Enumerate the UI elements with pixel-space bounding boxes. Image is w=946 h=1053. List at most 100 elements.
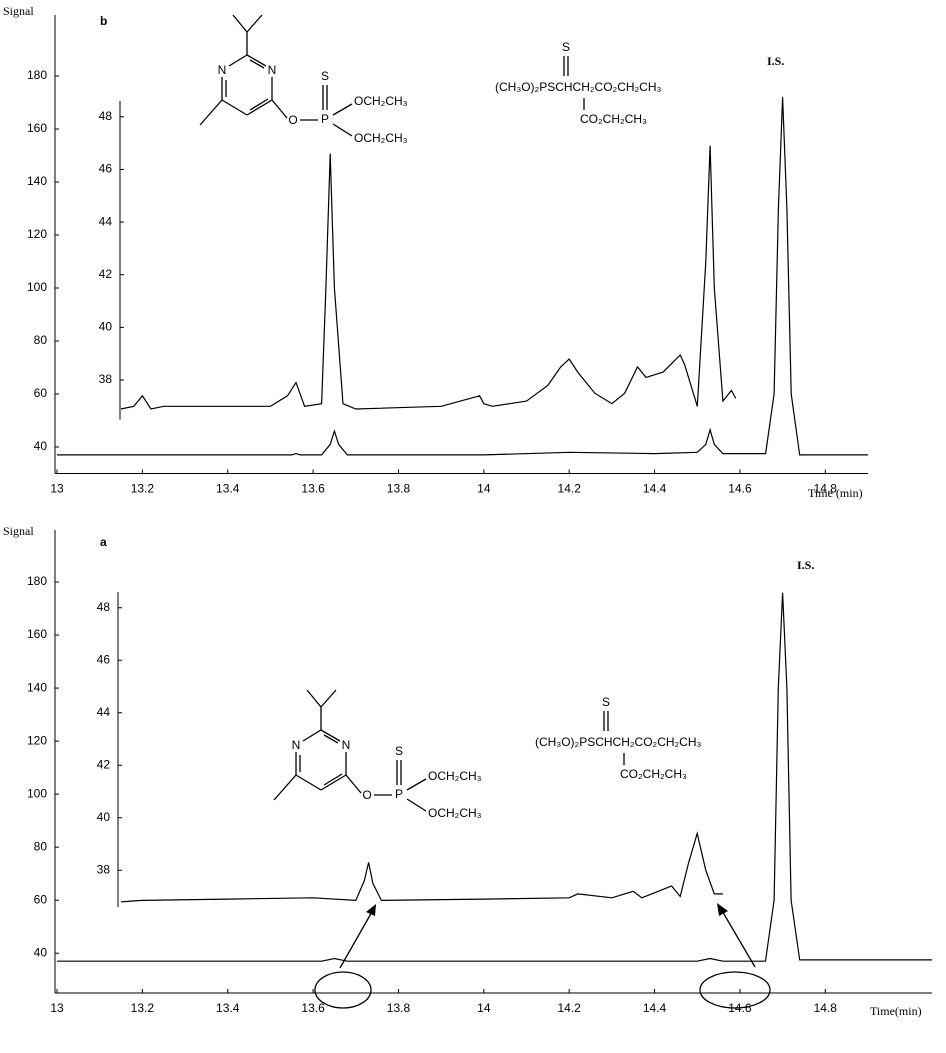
chromatogram-trace — [57, 592, 932, 962]
highlight-circle — [699, 971, 771, 1009]
bond — [249, 59, 265, 69]
bond — [306, 689, 322, 708]
bond — [246, 54, 267, 67]
bond — [246, 99, 273, 116]
highlight-circle — [314, 971, 372, 1009]
inset-y-tick-label: 38 — [99, 372, 113, 386]
malathion-structure: S (CH₃O)₂PSCHCH₂CO₂CH₂CH₃ CO₂CH₂CH₃ — [495, 40, 662, 126]
inset-trace — [120, 831, 723, 903]
x-tick-label: 13.4 — [216, 482, 240, 496]
atom-label: O — [288, 113, 297, 127]
x-tick-label: 13 — [50, 1001, 64, 1015]
bond — [323, 734, 339, 744]
formula: CO₂CH₂CH₃ — [620, 767, 687, 781]
formula: (CH₃O)₂PSCHCH₂CO₂CH₂CH₃ — [495, 80, 662, 94]
bond — [273, 774, 297, 801]
bond — [246, 14, 263, 33]
bond — [320, 729, 341, 742]
bond — [345, 774, 362, 794]
x-axis-title: Time (min) — [808, 486, 863, 500]
diazinon-structure: N N O P S OCH₂CH₃ OCH₂CH₃ — [199, 14, 408, 145]
x-tick-label: 13.2 — [131, 1001, 155, 1015]
x-tick-label: 13.6 — [301, 482, 325, 496]
x-tick-label: 14.8 — [814, 482, 838, 496]
arrow — [720, 908, 756, 968]
y-tick-label: 60 — [34, 892, 48, 906]
y-tick-label: 120 — [27, 733, 47, 747]
chromatogram-trace — [57, 97, 868, 456]
y-axis-title: Signal — [3, 524, 34, 538]
x-tick-label: 13.6 — [301, 1001, 325, 1015]
bond — [249, 98, 269, 111]
x-tick-label: 14.6 — [728, 1001, 752, 1015]
y-tick-label: 100 — [27, 786, 47, 800]
panel-label: a — [100, 535, 107, 549]
inset-y-tick-label: 48 — [99, 109, 113, 123]
inset-y-tick-label: 42 — [99, 267, 113, 281]
x-tick-label: 14.2 — [558, 482, 582, 496]
x-tick-label: 14 — [477, 482, 491, 496]
y-tick-label: 140 — [27, 174, 47, 188]
inset-trace — [120, 145, 737, 410]
y-tick-label: 120 — [27, 227, 47, 241]
inset-y-tick-label: 40 — [97, 810, 111, 824]
atom-label: N — [218, 63, 227, 77]
x-tick-label: 13.4 — [216, 1001, 240, 1015]
arrow — [339, 909, 374, 969]
bond — [320, 689, 337, 708]
inset-y-tick-label: 40 — [99, 320, 113, 334]
y-tick-label: 40 — [34, 439, 48, 453]
arrow-head — [366, 904, 376, 916]
atom-label: S — [321, 69, 329, 83]
y-tick-label: 160 — [27, 121, 47, 135]
bond — [406, 798, 427, 812]
diazinon-structure: N N O P S OCH₂CH₃ OCH₂CH₃ — [273, 689, 482, 820]
bond — [320, 774, 347, 791]
y-tick-label: 160 — [27, 627, 47, 641]
x-tick-label: 13.8 — [387, 1001, 411, 1015]
x-tick-label: 14.2 — [558, 1001, 582, 1015]
atom-label: S — [562, 40, 570, 54]
peak-label: I.S. — [797, 558, 814, 572]
x-tick-label: 13 — [50, 482, 64, 496]
formula: (CH₃O)₂PSCHCH₂CO₂CH₂CH₃ — [535, 735, 702, 749]
x-tick-label: 14.4 — [643, 1001, 667, 1015]
y-axis-title: Signal — [3, 4, 34, 18]
y-tick-label: 40 — [34, 945, 48, 959]
atom-label: OCH₂CH₃ — [354, 131, 408, 145]
x-tick-label: 14 — [477, 1001, 491, 1015]
x-tick-label: 13.2 — [131, 482, 155, 496]
atom-label: O — [362, 788, 371, 802]
bond — [199, 99, 223, 126]
y-tick-label: 60 — [34, 386, 48, 400]
malathion-structure: S (CH₃O)₂PSCHCH₂CO₂CH₂CH₃ CO₂CH₂CH₃ — [535, 695, 702, 781]
bond — [221, 99, 248, 116]
inset-y-tick-label: 46 — [99, 162, 113, 176]
atom-label: S — [602, 695, 610, 709]
y-tick-label: 80 — [34, 333, 48, 347]
bond — [228, 54, 248, 67]
inset-y-tick-label: 48 — [97, 600, 111, 614]
inset-y-tick-label: 44 — [99, 214, 113, 228]
inset-y-tick-label: 38 — [97, 862, 111, 876]
x-tick-label: 14.4 — [643, 482, 667, 496]
inset-y-tick-label: 42 — [97, 757, 111, 771]
bond — [406, 778, 427, 791]
y-tick-label: 180 — [27, 574, 47, 588]
y-tick-label: 180 — [27, 68, 47, 82]
formula: CO₂CH₂CH₃ — [580, 112, 647, 126]
arrow-head — [717, 903, 728, 916]
bond — [302, 729, 322, 742]
inset-y-tick-label: 46 — [97, 652, 111, 666]
y-tick-label: 80 — [34, 839, 48, 853]
bond — [332, 103, 353, 116]
atom-label: N — [292, 738, 301, 752]
bond — [232, 14, 248, 33]
x-tick-label: 13.8 — [387, 482, 411, 496]
bond — [295, 774, 322, 791]
panel-label: b — [100, 14, 107, 28]
atom-label: N — [268, 63, 277, 77]
atom-label: OCH₂CH₃ — [354, 94, 408, 108]
inset-y-tick-label: 44 — [97, 705, 111, 719]
